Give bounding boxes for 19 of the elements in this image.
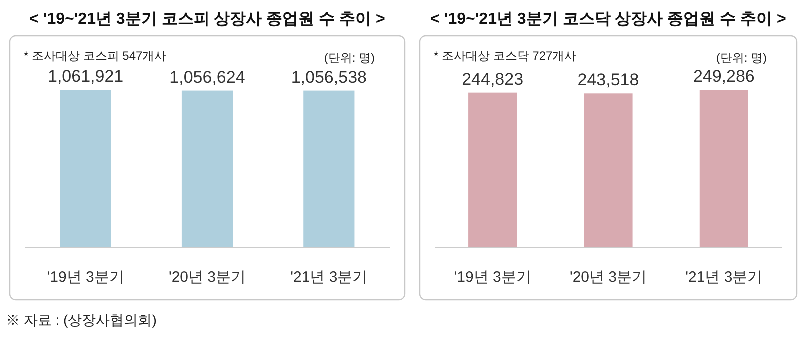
x-tick-label: '20년 3분기: [570, 269, 648, 286]
data-label: 1,061,921: [48, 67, 124, 86]
data-label: 249,286: [693, 67, 755, 86]
chart-title: < '19~'21년 3분기 코스닥 상장사 종업원 수 추이 >: [430, 11, 786, 28]
x-tick-label: '21년 3분기: [290, 269, 368, 286]
data-label: 1,056,624: [170, 68, 246, 87]
data-label: 1,056,538: [291, 68, 367, 87]
chart-title: < '19~'21년 3분기 코스피 상장사 종업원 수 추이 >: [30, 11, 386, 28]
data-label: 244,823: [462, 70, 524, 89]
text: ※ 자료 : (상장사협의회): [6, 312, 157, 328]
data-label: 243,518: [578, 70, 640, 90]
x-tick-label: '20년 3분기: [168, 269, 246, 286]
x-tick-label: '21년 3분기: [686, 269, 763, 286]
text: * 조사대상 코스닥 727개사: [434, 49, 577, 63]
text: (단위: 명): [324, 51, 375, 65]
x-tick-label: '19년 3분기: [47, 269, 124, 286]
x-tick-label: '19년 3분기: [454, 269, 532, 286]
text: (단위: 명): [716, 51, 767, 65]
text: * 조사대상 코스피 547개사: [24, 49, 167, 63]
